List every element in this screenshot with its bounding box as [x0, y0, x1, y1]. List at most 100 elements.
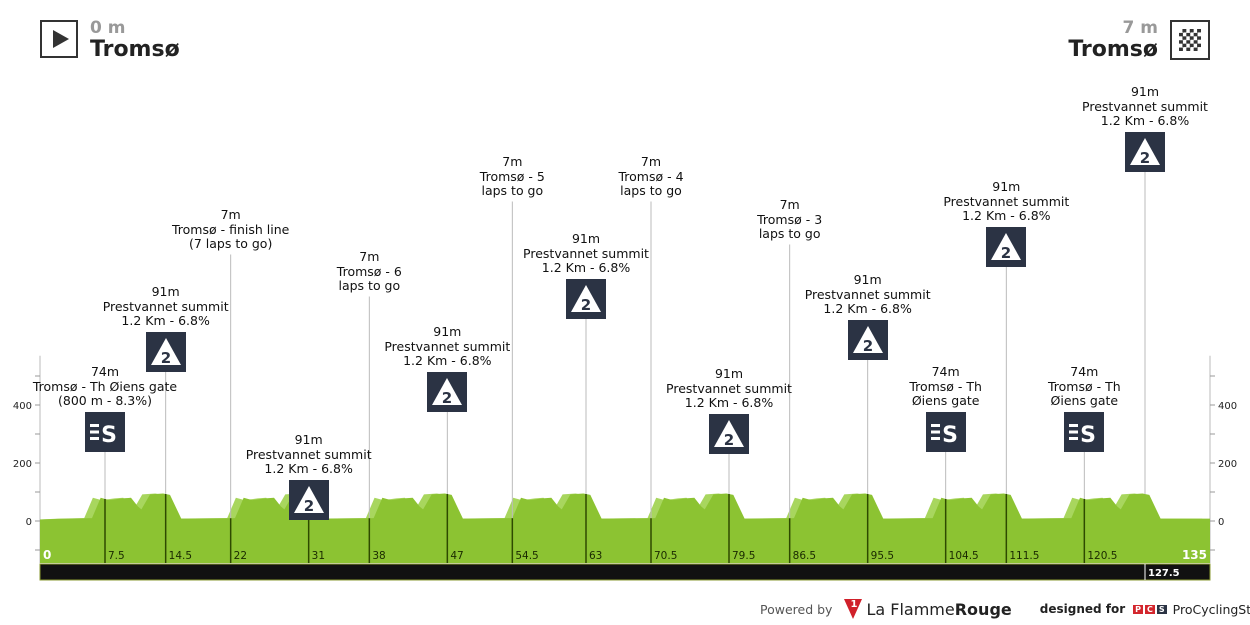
y-tick-label-left: 200	[13, 459, 32, 470]
annotation-line: Prestvannet summit	[666, 380, 792, 396]
km-label: 135	[1182, 548, 1207, 562]
svg-text:S: S	[101, 423, 117, 448]
y-tick-label-right: 200	[1218, 459, 1237, 470]
annotation-line: 91m	[992, 179, 1021, 194]
annotation-line: 74m	[931, 364, 960, 379]
powered-by-label: Powered by	[760, 601, 833, 617]
annotation-label: 7m Tromsø - 4 laps to go	[541, 154, 761, 199]
sprint-icon: S	[85, 411, 125, 452]
annotation-line: Prestvannet summit	[245, 446, 372, 462]
annotation-line: Prestvannet summit	[523, 245, 649, 261]
annotation-line: laps to go	[758, 226, 821, 241]
annotation-label: 91m Prestvannet summit 1.2 Km - 6.8%	[619, 366, 839, 411]
annotation-label: 91m Prestvannet summit 1.2 Km - 6.8%	[476, 231, 696, 276]
annotation-line: Tromsø - 4	[618, 168, 684, 184]
annotation-line: (7 laps to go)	[188, 236, 273, 251]
annotation-label: 91m Prestvannet summit 1.2 Km - 6.8%	[758, 272, 978, 317]
svg-text:2: 2	[724, 431, 734, 449]
annotation-line: laps to go	[481, 183, 544, 198]
km-label: 111.5	[1009, 550, 1039, 562]
annotation-label: 7m Tromsø - 6 laps to go	[259, 249, 479, 294]
annotation-label: 7m Tromsø - 3 laps to go	[680, 197, 900, 242]
annotation-line: Tromsø - finish line	[171, 221, 290, 237]
y-tick-label-right: 400	[1218, 401, 1237, 412]
km-label: 38	[372, 550, 385, 562]
annotation-line: Tromsø - Th	[1047, 378, 1121, 394]
la-flamme-rouge-link[interactable]: La FlammeRouge	[866, 599, 1012, 619]
kom-category-2-icon: 2	[1125, 131, 1165, 172]
km-label: 0	[43, 548, 51, 562]
annotation-line: 7m	[359, 249, 380, 264]
annotation-line: Prestvannet summit	[384, 338, 511, 354]
kom-category-2-icon: 2	[288, 479, 329, 520]
la-flamme-rouge-logo-icon: 1	[844, 599, 863, 619]
annotation-label: 91m Prestvannet summit 1.2 Km - 6.8%	[56, 284, 276, 329]
annotation-line: 1.2 Km - 6.8%	[541, 260, 631, 275]
km-label: 70.5	[654, 550, 677, 562]
annotation-line: Prestvannet summit	[804, 286, 931, 302]
annotation-line: Øiens gate	[911, 393, 980, 408]
kom-category-2-icon: 2	[709, 413, 749, 454]
annotation-line: 91m	[433, 324, 462, 339]
annotation-line: Prestvannet summit	[102, 298, 229, 314]
km-label: 22	[234, 550, 247, 562]
annotation-line: 91m	[1130, 84, 1160, 99]
kom-category-2-icon: 2	[566, 278, 606, 319]
profile-area	[40, 493, 1210, 563]
annotation-line: Tromsø - 6	[336, 263, 402, 279]
footer: Powered by 1 La FlammeRouge designed for…	[760, 599, 1250, 619]
kom-category-2-icon: 2	[427, 371, 468, 412]
y-tick-label-left: 0	[26, 517, 32, 528]
annotation-label: 91m Prestvannet summit 1.2 Km - 6.8%	[337, 324, 557, 369]
kom-category-2-icon: 2	[145, 331, 186, 372]
annotation-label: 91m Prestvannet summit 1.2 Km - 6.8%	[896, 179, 1116, 224]
annotation-line: 7m	[502, 154, 523, 169]
svg-text:2: 2	[1001, 244, 1011, 262]
start-distance: 0 m	[90, 18, 126, 38]
annotation-line: 91m	[151, 284, 180, 299]
checkered-finish-icon	[1170, 20, 1210, 60]
annotation-line: Prestvannet summit	[943, 193, 1070, 209]
annotation-label: 7m Tromsø - 5 laps to go	[402, 154, 622, 199]
annotation-label: 74m Tromsø - Th Øiens gate	[836, 364, 1056, 409]
annotation-line: 1.2 Km - 6.8%	[264, 461, 353, 476]
annotation-line: 7m	[220, 207, 241, 222]
finish-name: Tromsø	[1068, 37, 1158, 62]
km-label: 86.5	[793, 550, 816, 562]
designed-for-label: designed for	[1039, 602, 1126, 616]
annotation-line: Tromsø - 3	[757, 211, 823, 227]
start-name: Tromsø	[90, 37, 180, 62]
km-label: 104.5	[949, 550, 979, 562]
annotation-line: laps to go	[338, 278, 401, 293]
y-tick-label-right: 0	[1218, 517, 1224, 528]
km-label: 54.5	[515, 550, 538, 562]
pcs-logo-icon: P C S	[1133, 604, 1167, 614]
annotation-line: 1.2 Km - 6.8%	[403, 353, 492, 368]
annotation-line: 74m	[1070, 364, 1099, 379]
y-tick-label-left: 400	[13, 401, 32, 412]
kom-category-2-icon: 2	[847, 319, 888, 360]
start-play-icon	[40, 20, 78, 58]
svg-text:2: 2	[303, 497, 313, 515]
annotation-line: (800 m - 8.3%)	[58, 393, 152, 408]
annotation-line: 74m	[90, 364, 120, 379]
svg-text:2: 2	[862, 337, 872, 355]
km-label: 7.5	[108, 550, 125, 562]
annotation-line: 1.2 Km - 6.8%	[962, 208, 1051, 223]
procyclingstats-link[interactable]: ProCyclingStats	[1172, 601, 1250, 617]
km-label: 47	[450, 550, 463, 562]
annotation-label: 7m Tromsø - finish line (7 laps to go)	[121, 207, 341, 252]
finish-distance: 7 m	[1122, 18, 1158, 38]
km-label: 31	[312, 550, 325, 562]
sprint-icon: S	[925, 411, 966, 452]
annotation-line: Øiens gate	[1050, 393, 1119, 408]
annotation-line: 1.2 Km - 6.8%	[121, 313, 210, 328]
km-label: 14.5	[169, 550, 192, 562]
annotation-line: 91m	[571, 231, 601, 246]
km-label: 120.5	[1087, 550, 1117, 562]
svg-text:2: 2	[1140, 149, 1150, 167]
annotation-line: 91m	[714, 366, 744, 381]
distance-bar	[39, 563, 1211, 581]
